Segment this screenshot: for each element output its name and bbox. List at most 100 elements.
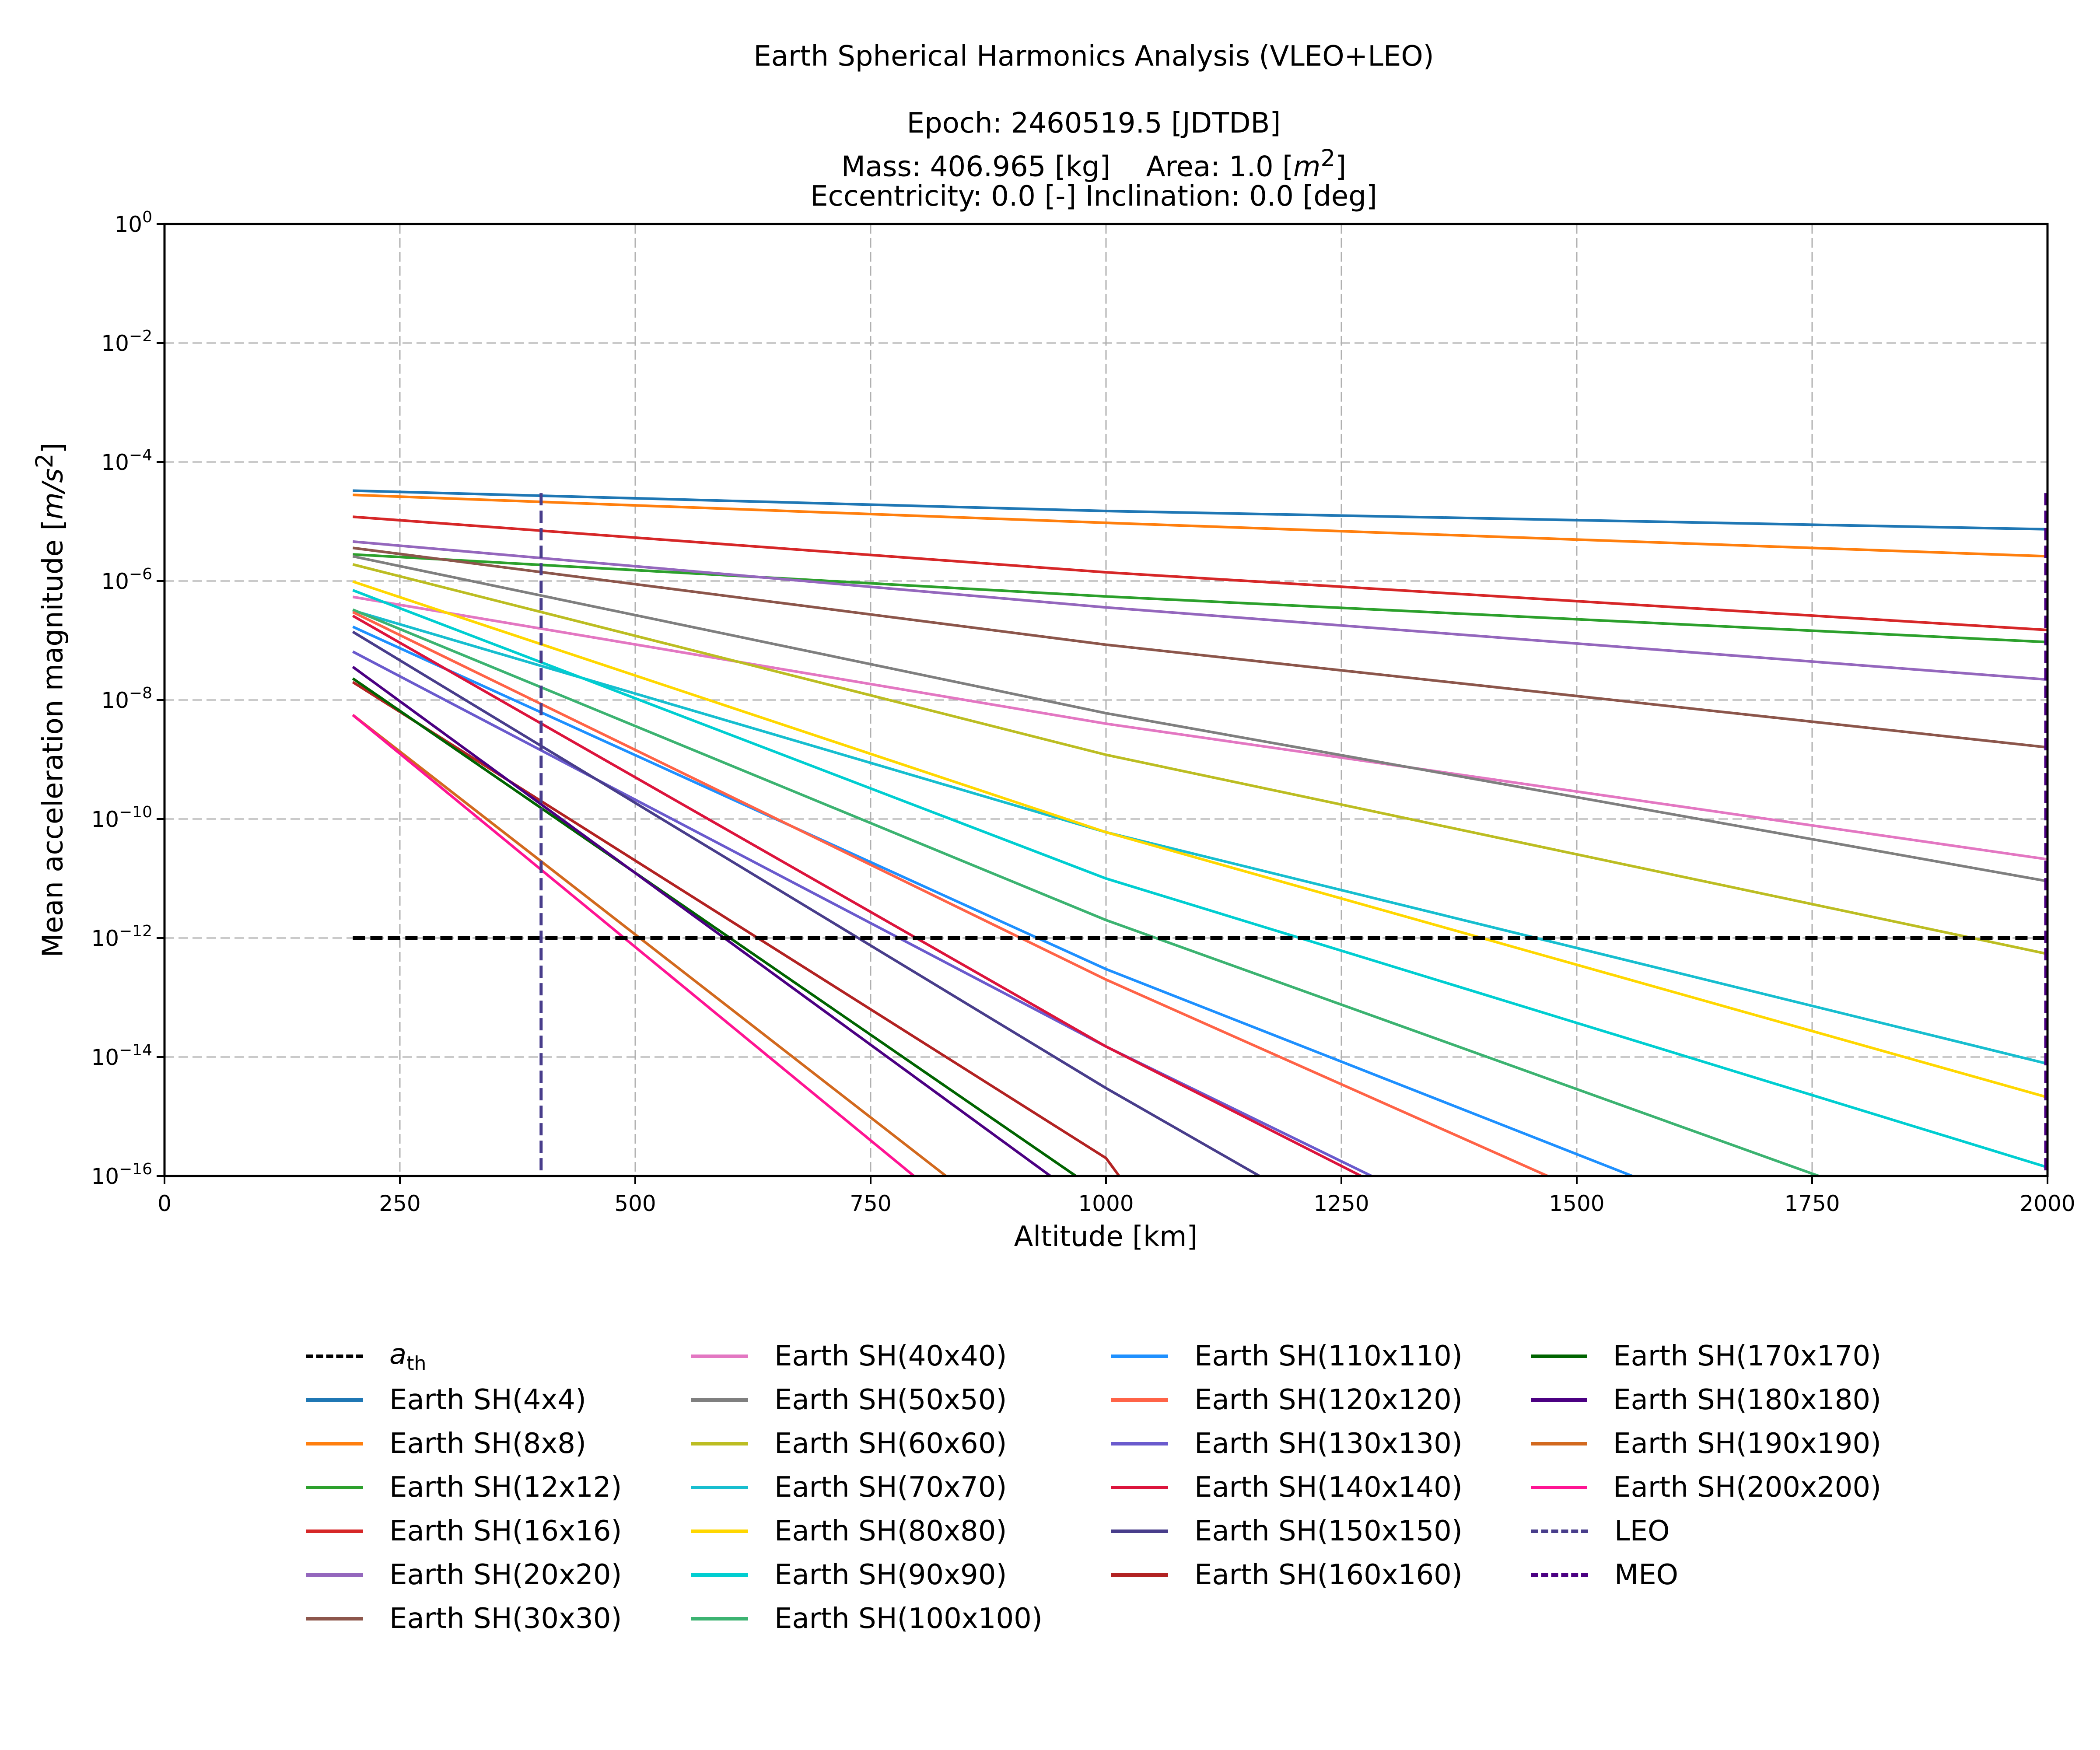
legend-swatch — [306, 1354, 363, 1358]
legend-label: Earth SH(30x30) — [389, 1603, 622, 1635]
series-line — [353, 546, 2048, 749]
legend-label: Earth SH(150x150) — [1194, 1515, 1463, 1547]
legend-swatch — [1531, 1573, 1588, 1577]
y-tick-label: 10−6 — [101, 565, 152, 594]
legend-label: Earth SH(60x60) — [774, 1428, 1007, 1460]
legend-label: LEO — [1614, 1515, 1670, 1547]
series-line — [352, 608, 1820, 1176]
legend-item: Earth SH(120x120) — [1111, 1378, 1531, 1422]
legend-item: LEO — [1531, 1509, 1881, 1553]
y-axis-label: Mean acceleration magnitude [m/s2] — [31, 442, 70, 958]
legend-swatch — [306, 1442, 363, 1446]
legend-item: Earth SH(200x200) — [1531, 1466, 1881, 1509]
legend-item: Earth SH(170x170) — [1531, 1334, 1881, 1378]
legend-item: Earth SH(160x160) — [1111, 1553, 1531, 1597]
x-tick-label: 1500 — [1549, 1191, 1604, 1216]
legend-item: Earth SH(50x50) — [691, 1378, 1111, 1422]
legend-item: Earth SH(60x60) — [691, 1422, 1111, 1466]
area-exponent: 2 — [1320, 144, 1336, 172]
x-tick-label: 0 — [158, 1191, 172, 1216]
legend-swatch — [1531, 1530, 1588, 1533]
series-line — [353, 553, 2048, 644]
legend-item: Earth SH(80x80) — [691, 1509, 1111, 1553]
legend-swatch — [1111, 1530, 1168, 1533]
legend-item: Earth SH(70x70) — [691, 1466, 1111, 1509]
legend-item: Earth SH(40x40) — [691, 1334, 1111, 1378]
legend-swatch — [1111, 1398, 1168, 1402]
legend-swatch — [691, 1486, 748, 1489]
y-tick-label: 10−2 — [101, 327, 152, 356]
legend-swatch — [1531, 1486, 1587, 1489]
legend-label: Earth SH(100x100) — [774, 1603, 1043, 1635]
series-line — [352, 580, 2048, 1099]
legend-swatch — [1531, 1442, 1587, 1446]
legend-label: Earth SH(120x120) — [1194, 1384, 1463, 1416]
series-line — [352, 625, 1633, 1176]
legend-swatch — [691, 1530, 748, 1533]
legend-label: Earth SH(4x4) — [389, 1384, 586, 1416]
legend-swatch — [691, 1617, 748, 1620]
legend-item: Earth SH(20x20) — [306, 1553, 691, 1597]
legend-swatch — [306, 1530, 363, 1533]
legend-item: Earth SH(8x8) — [306, 1422, 691, 1466]
y-tick-label: 10−10 — [91, 803, 152, 832]
legend-swatch — [306, 1617, 363, 1620]
legend-item: Earth SH(150x150) — [1111, 1509, 1531, 1553]
x-tick-label: 1750 — [1784, 1191, 1840, 1216]
legend-label: Earth SH(190x190) — [1613, 1428, 1881, 1460]
legend-label: Earth SH(90x90) — [774, 1559, 1007, 1591]
legend-swatch — [1531, 1354, 1587, 1358]
series-line — [352, 714, 947, 1176]
legend: ath Earth SH(4x4) Earth SH(8x8) Earth SH(12… — [306, 1334, 1881, 1641]
legend-swatch — [306, 1398, 363, 1402]
series-line — [353, 540, 2048, 681]
series-line — [352, 630, 1260, 1176]
y-tick-label: 100 — [114, 208, 152, 237]
legend-label: Earth SH(140x140) — [1194, 1471, 1463, 1504]
legend-column: Earth SH(170x170) Earth SH(180x180) Earth … — [1531, 1334, 1881, 1641]
series-line — [353, 489, 2048, 531]
y-tick-label: 10−12 — [91, 922, 152, 951]
x-tick-label: 750 — [850, 1191, 891, 1216]
legend-label: Earth SH(110x110) — [1194, 1340, 1463, 1372]
legend-column: Earth SH(110x110) Earth SH(120x120) Earth … — [1111, 1334, 1531, 1641]
x-tick-label: 250 — [379, 1191, 420, 1216]
series-line — [352, 611, 1548, 1176]
y-tick-label: 10−16 — [91, 1160, 152, 1189]
legend-column: ath Earth SH(4x4) Earth SH(8x8) Earth SH(12… — [306, 1334, 691, 1641]
plot-area: 0 250 500 750 1000 1250 1500 1750 2000 100 10−2 10−… — [91, 208, 2075, 1216]
series-line — [353, 515, 2048, 632]
series-line — [352, 595, 2048, 861]
series-line — [352, 589, 2048, 1169]
area-text: Area: 1.0 [ — [1146, 150, 1294, 183]
y-tick-label: 10−14 — [91, 1041, 152, 1070]
legend-swatch — [1111, 1573, 1168, 1577]
series-line — [352, 555, 2048, 883]
series-line — [352, 677, 1077, 1176]
x-tick-label: 2000 — [2020, 1191, 2075, 1216]
legend-swatch — [1111, 1354, 1168, 1358]
legend-label: ath — [389, 1338, 427, 1375]
legend-item: Earth SH(30x30) — [306, 1597, 691, 1641]
legend-swatch — [1111, 1486, 1168, 1489]
x-tick-label: 500 — [614, 1191, 656, 1216]
x-tick-label: 1000 — [1078, 1191, 1134, 1216]
legend-label: Earth SH(20x20) — [389, 1559, 622, 1591]
legend-item: Earth SH(140x140) — [1111, 1466, 1531, 1509]
series-line — [352, 614, 1362, 1176]
legend-label: Earth SH(200x200) — [1613, 1471, 1881, 1504]
legend-label: Earth SH(50x50) — [774, 1384, 1007, 1416]
legend-item: Earth SH(180x180) — [1531, 1378, 1881, 1422]
y-axis-unit: m/s — [37, 468, 70, 520]
series-line — [352, 563, 2048, 956]
legend-item: Earth SH(190x190) — [1531, 1422, 1881, 1466]
legend-label: Earth SH(16x16) — [389, 1515, 622, 1547]
y-axis-label-text: Mean acceleration magnitude [ — [37, 519, 70, 958]
legend-item: Earth SH(110x110) — [1111, 1334, 1531, 1378]
legend-label: Earth SH(160x160) — [1194, 1559, 1463, 1591]
y-axis-unit-exp: 2 — [31, 453, 58, 469]
legend-swatch — [306, 1486, 363, 1489]
series-line — [352, 665, 1051, 1176]
legend-swatch — [691, 1354, 748, 1358]
y-tick-label: 10−8 — [101, 684, 152, 713]
